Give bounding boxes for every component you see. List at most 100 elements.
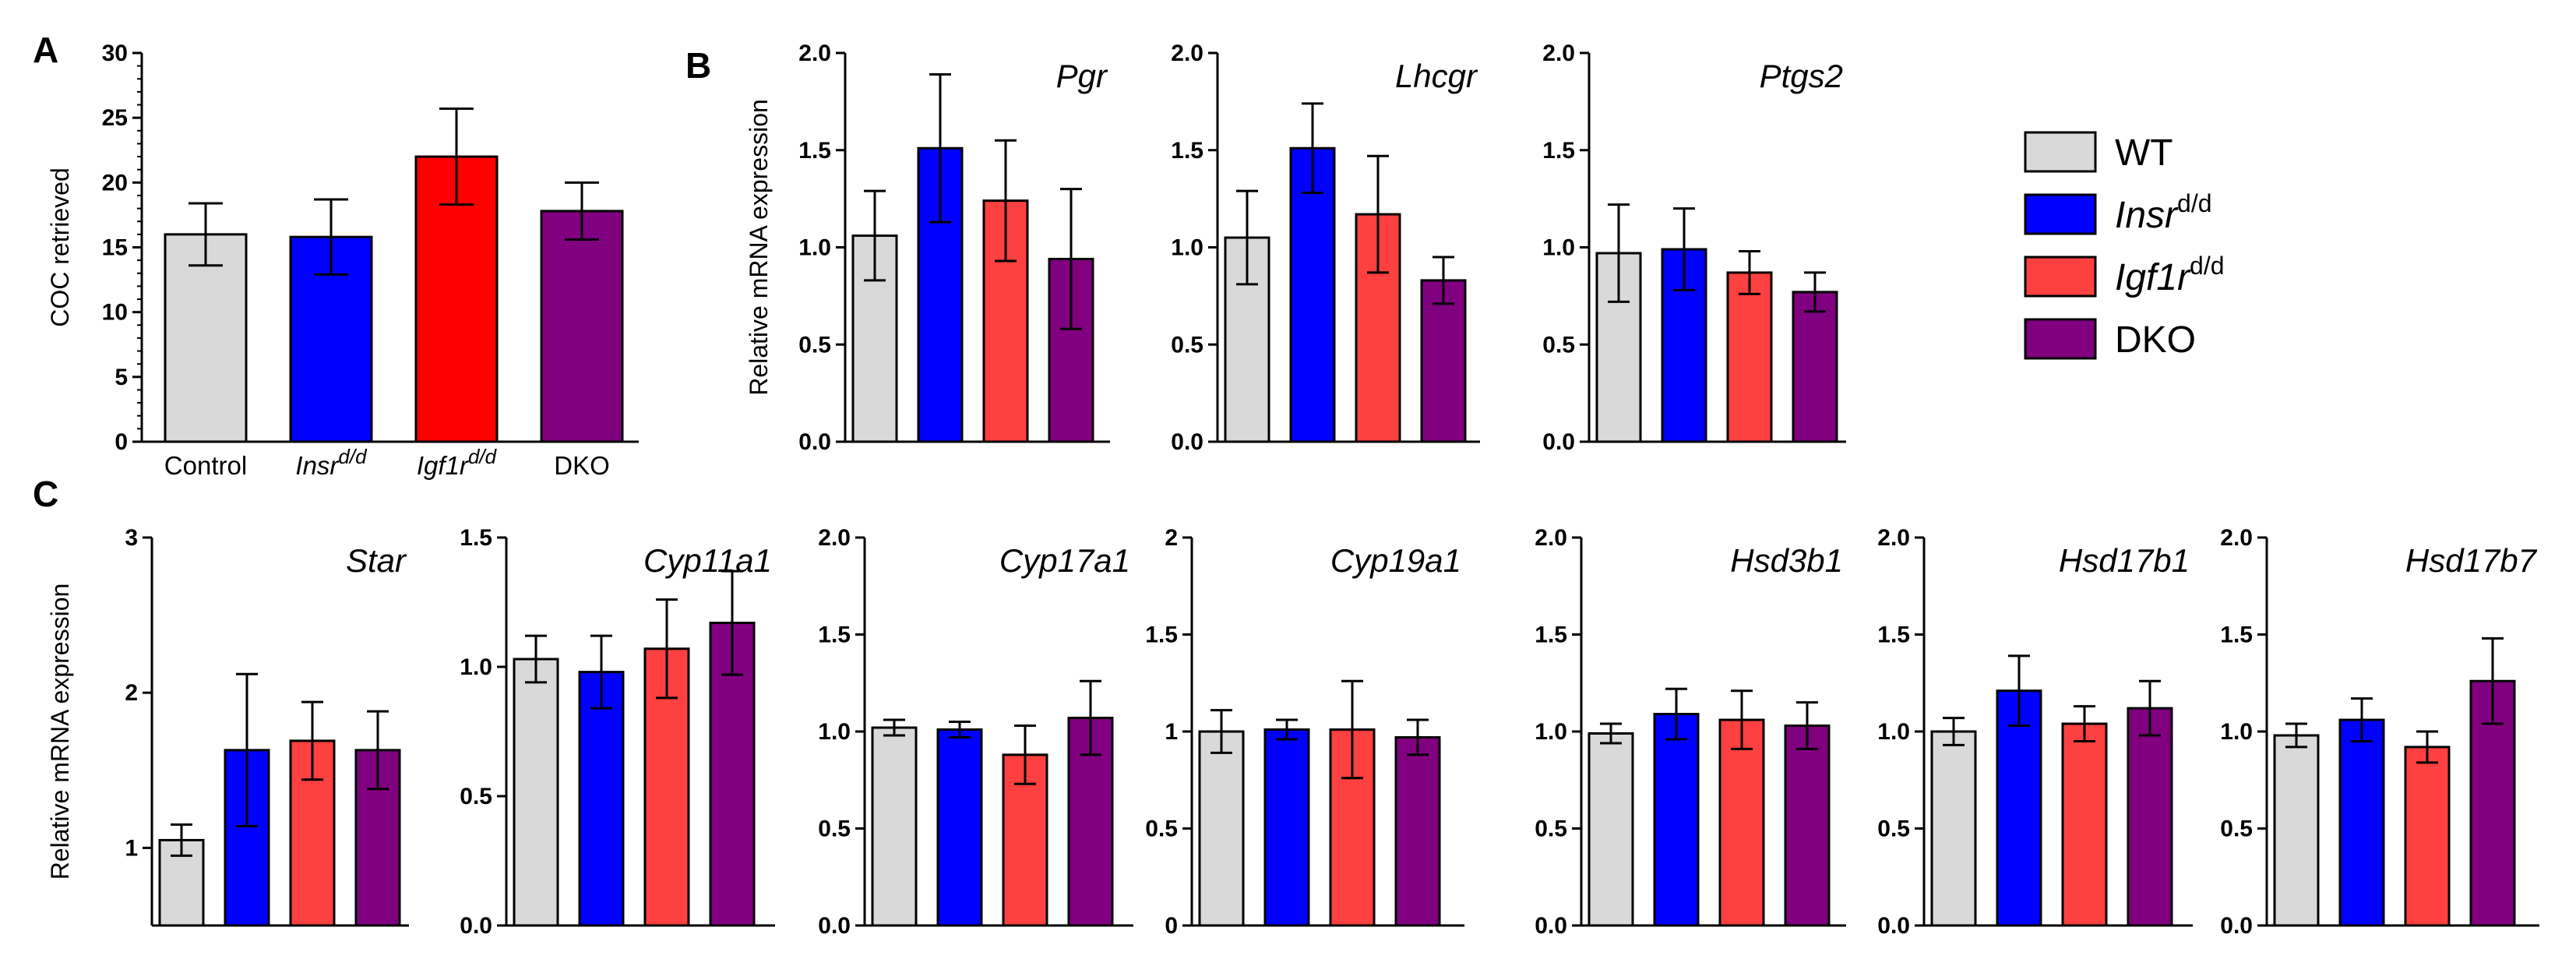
error-bar [1080, 679, 1101, 756]
bar-b3-3 [1792, 291, 1838, 443]
legend-item-2: Igf1rd/d [2024, 252, 2225, 298]
y-tick-label: 0 [115, 429, 128, 455]
y-tick-label: 0.0 [818, 913, 851, 939]
chart-c7: 0.0 0.5 1.0 1.5 2.0 Hsd17b7 [2220, 525, 2539, 939]
error-bar [1060, 188, 1082, 330]
error-bar [1014, 724, 1036, 785]
chart-title: Cyp19a1 [1330, 542, 1461, 579]
y-tick-label: 0.0 [1171, 429, 1203, 455]
chart-title: Hsd17b7 [2405, 542, 2538, 579]
error-bar [949, 721, 971, 739]
error-bar [439, 108, 474, 206]
y-tick-label: 1.0 [460, 654, 492, 680]
bar-a-3 [540, 210, 624, 443]
error-bar [2008, 654, 2030, 728]
error-bar [525, 634, 547, 684]
error-bar [2074, 705, 2095, 742]
y-tick-label: 10 [102, 300, 128, 326]
bar-c7-2 [2404, 746, 2451, 927]
error-bar [1600, 722, 1622, 745]
y-tick-label: 0.5 [1877, 816, 1910, 842]
bar-a-0 [164, 233, 248, 443]
chart-c2: 0.0 0.5 1.0 1.5 Cyp11a1 [460, 525, 775, 939]
bar-b3-2 [1726, 271, 1773, 443]
panel-label-a: A [33, 30, 58, 70]
error-bar [1210, 709, 1232, 754]
bar-c2-0 [513, 658, 559, 927]
y-tick-label: 0.5 [1145, 816, 1178, 842]
error-bar [1432, 256, 1454, 305]
error-bar [1276, 718, 1298, 741]
y-tick-label: 1.5 [1535, 622, 1567, 648]
chart-c3: 0.0 0.5 1.0 1.5 2.0 Cyp17a1 [818, 525, 1133, 939]
error-bar [314, 198, 348, 276]
bar-c7-0 [2273, 734, 2320, 927]
error-bar [2416, 730, 2438, 764]
bar-c3-1 [936, 728, 983, 927]
y-tick-label: 25 [102, 105, 128, 131]
bar-c6-0 [1930, 730, 1977, 927]
panel-label-b: B [685, 45, 711, 86]
y-tick-label: 0 [1165, 913, 1178, 939]
chart-title: Star [346, 542, 407, 579]
error-bar [565, 181, 599, 242]
y-tick-label: 1.5 [1542, 138, 1575, 164]
error-bar [1236, 189, 1258, 286]
y-tick-label: 5 [115, 365, 128, 390]
bar-c5-3 [1784, 724, 1831, 927]
y-tick-label: 2 [125, 680, 138, 706]
y-axis-label: Relative mRNA expression [46, 583, 74, 880]
chart-b1: 0.0 0.5 1.0 1.5 2.0 Pgr Relative mRNA expressi… [745, 41, 1110, 455]
y-tick-label: 0.0 [1535, 913, 1567, 939]
y-tick-label: 1.0 [1535, 719, 1567, 745]
y-tick-label: 15 [102, 235, 128, 261]
legend-item-0: WT [2024, 131, 2173, 174]
chart-title: Cyp17a1 [999, 542, 1130, 579]
y-tick-label: 1.0 [1171, 235, 1203, 261]
chart-title: Hsd17b1 [2059, 542, 2190, 579]
x-tick-label: Control [164, 451, 247, 480]
error-bar [1739, 249, 1760, 295]
chart-title: Hsd3b1 [1730, 542, 1843, 579]
error-bar [301, 700, 323, 781]
error-bar [1407, 718, 1429, 756]
y-tick-label: 0.5 [2220, 816, 2253, 842]
y-tick-label: 0.5 [1542, 332, 1575, 358]
bar-b3-0 [1595, 252, 1642, 443]
y-tick-label: 3 [125, 525, 138, 551]
y-tick-label: 1.5 [2220, 622, 2253, 648]
y-tick-label: 1.5 [1145, 622, 1178, 648]
y-tick-label: 1.5 [1171, 138, 1203, 164]
error-bar [1341, 679, 1363, 780]
error-bar [1796, 701, 1818, 750]
bar-c6-2 [2061, 722, 2108, 927]
y-tick-label: 2.0 [1171, 41, 1203, 66]
y-tick-label: 20 [102, 170, 128, 196]
legend-swatch [2024, 256, 2097, 298]
y-tick-label: 0.0 [460, 913, 492, 939]
bar-c6-1 [1996, 689, 2042, 927]
y-tick-label: 30 [102, 41, 128, 66]
error-bar [1673, 207, 1695, 291]
error-bar [2139, 679, 2161, 737]
error-bar [883, 718, 905, 737]
y-tick-label: 1.0 [818, 719, 851, 745]
bar-c4-0 [1198, 730, 1245, 927]
error-bar [721, 569, 743, 676]
y-tick-label: 1.0 [798, 235, 831, 261]
legend-swatch [2024, 193, 2097, 235]
y-tick-label: 2.0 [818, 525, 851, 551]
y-tick-label: 1.5 [1877, 622, 1910, 648]
y-tick-label: 0.0 [1877, 913, 1910, 939]
bar-c5-2 [1718, 718, 1765, 927]
y-tick-label: 0.5 [818, 816, 851, 842]
bar-b2-3 [1420, 279, 1467, 443]
y-tick-label: 1 [125, 835, 138, 861]
legend: WT Insrd/d Igf1rd/d DKO [2024, 131, 2225, 361]
chart-c4: 0 0.5 1 1.5 2 Cyp19a1 [1145, 525, 1464, 939]
bar-c5-0 [1588, 732, 1634, 927]
legend-label: DKO [2115, 319, 2196, 361]
error-bar [171, 823, 192, 857]
